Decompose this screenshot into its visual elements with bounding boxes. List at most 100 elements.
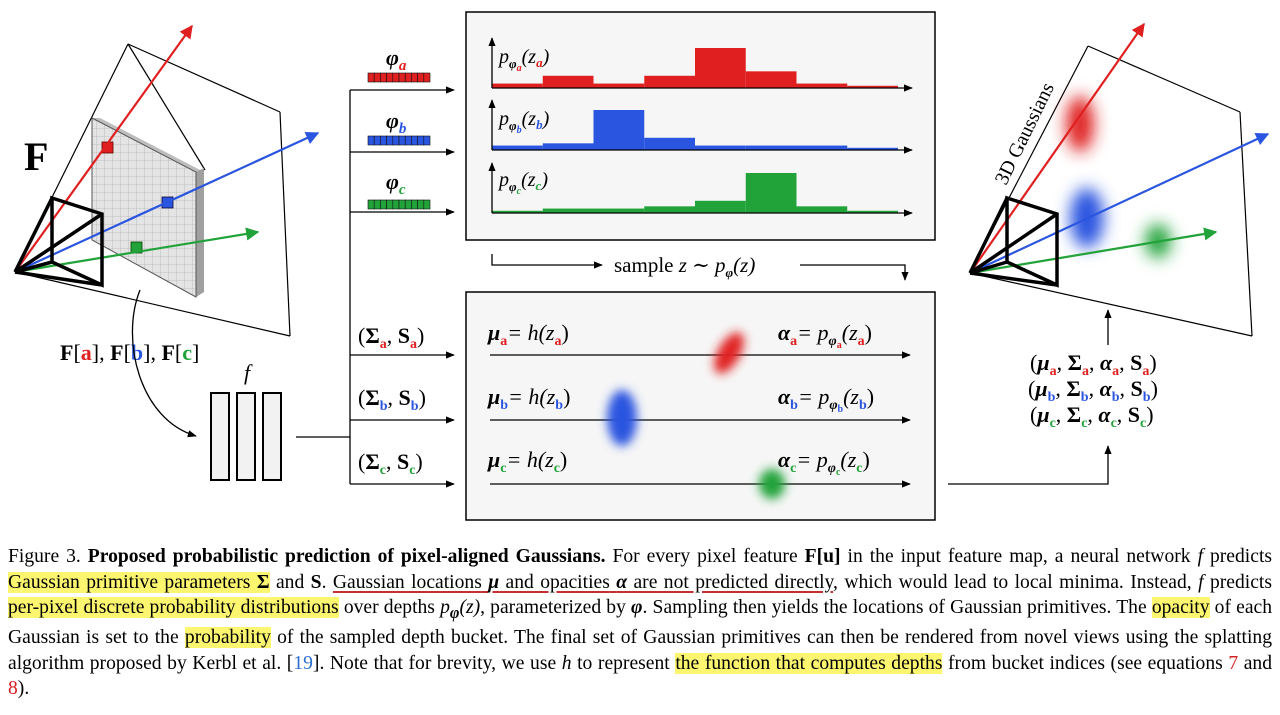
phi-b-group: φb [367,108,431,146]
mu-a-formula: μa= h(za) [487,320,569,349]
sample-arrow [491,254,909,281]
feature-map-plane [91,117,204,298]
ref-eq-8-link[interactable]: 8 [8,678,18,700]
hist-a-bar-0 [492,83,543,88]
cov-b-label: (Σb, Sb) [358,385,426,414]
phi-c-cell-7 [411,199,418,210]
alpha-b-formula: αb= pφb(zb) [778,384,874,415]
gaussian-c-2d [759,469,785,499]
hist-a-label: pφa(za) [497,46,550,74]
hist-b-label: pφb(zb) [497,108,550,136]
phi-a-cell-8 [417,72,425,83]
hist-b-bar-3 [644,137,695,150]
gaussians-3d-label: 3D Gaussians [991,79,1059,188]
phi-c-cell-6 [404,199,412,210]
hist-a-bar-2 [593,83,645,88]
output-camera-frustum [969,45,1253,337]
ref-eq-7-link[interactable]: 7 [1228,652,1239,674]
phi-c-cell-2 [380,199,387,210]
phi-c-vector [367,199,431,210]
phi-c-cell-1 [373,199,381,210]
phi-b-vector [367,135,431,146]
hist-b-bar-0 [492,145,543,150]
phi-a-cell-6 [404,72,412,83]
figure-diagram: F F[a], F[b], F[c] f φa φb φc pφa(za) pφ… [13,11,1270,521]
phi-c-cell-9 [423,199,431,210]
gaussian-a-3d [1066,96,1094,152]
phi-c-cell-8 [417,199,425,210]
phi-c-cell-4 [392,199,400,210]
caption-title: Proposed probabilistic prediction of pix… [87,546,606,567]
hist-c-bar-2 [593,208,645,213]
phi-b-cell-3 [386,135,394,146]
depth-axes [490,351,911,488]
feature-map-label: F [24,134,48,179]
highlight-gaussian-params: Gaussian primitive parameters [8,571,251,593]
highlight-depth-function: the function that computes depths [675,652,943,674]
phi-b-cell-9 [423,135,431,146]
highlight-opacity: opacity [1151,597,1210,618]
phi-b-cell-5 [398,135,406,146]
highlight-probability: probability [184,627,271,649]
phi-a-cell-0 [367,72,375,83]
phi-a-cell-7 [411,72,418,83]
sample-label: sample z ∼ pφ(z) [614,253,755,280]
hist-a-bar-3 [644,75,695,88]
phi-b-cell-8 [417,135,425,146]
alpha-c-formula: αc= pφc(zc) [778,447,870,478]
hist-a-bar-4 [695,48,746,88]
hist-a-bar-5 [745,71,797,88]
phi-b-cell-2 [380,135,387,146]
phi-a-cell-1 [373,72,381,83]
phi-a-cell-3 [386,72,394,83]
phi-a-vector [367,72,431,83]
output-camera-body [968,195,1059,288]
depth-to-params-arrow [948,445,1112,485]
phi-a-cell-5 [398,72,406,83]
phi-a-cell-9 [423,72,431,83]
cov-a-label: (Σa, Sa) [358,323,424,352]
figure-number: Figure 3. [8,546,81,567]
phi-b-cell-4 [392,135,400,146]
mu-c-formula: μc= h(zc) [487,447,567,476]
ref-19-link[interactable]: 19 [293,652,313,674]
gaussian-a-2d [714,332,744,374]
hist-c-bar-0 [492,210,543,213]
hist-c-bar-1 [542,208,594,213]
hist-a-bar-1 [542,75,594,88]
figure-caption: Figure 3. Proposed probabilistic predict… [8,546,1273,700]
phi-a-cell-2 [380,72,387,83]
hist-a-bar-7 [847,85,898,88]
network-f: f [210,360,282,481]
phi-b-label: φb [386,108,407,137]
hist-a-bar-6 [796,83,848,88]
network-label: f [244,360,253,385]
hist-c-bar-4 [695,200,746,213]
depth-panel [465,291,936,521]
phi-a-group: φa [367,45,431,83]
hist-b-bar-5 [745,145,797,150]
hist-b-bar-1 [542,143,594,150]
phi-b-cell-7 [411,135,418,146]
mu-b-formula: μb= h(zb) [487,384,570,413]
phi-c-group: φc [367,169,431,210]
params-b: (μb, Σb, αb, Sb) [1028,376,1158,405]
hist-b-bar-6 [796,145,848,150]
phi-c-cell-3 [386,199,394,210]
phi-b-cell-6 [404,135,412,146]
cov-c-label: (Σc, Sc) [358,449,423,478]
depth-histograms [488,37,913,217]
hist-c-bar-6 [796,206,848,213]
phi-b-cell-1 [373,135,381,146]
params-a: (μa, Σa, αa, Sa) [1030,350,1157,379]
phi-b-cell-0 [367,135,375,146]
hist-c-bar-7 [847,210,898,213]
input-camera-body [13,195,104,288]
network-output-tree [296,86,455,488]
alpha-a-formula: αa= pφa(za) [778,320,872,351]
feature-indexing-label: F[a], F[b], F[c] [60,340,199,365]
input-to-network-arrow [131,289,197,438]
phi-a-cell-4 [392,72,400,83]
params-c: (μc, Σc, αc, Sc) [1030,402,1154,431]
phi-c-cell-5 [398,199,406,210]
